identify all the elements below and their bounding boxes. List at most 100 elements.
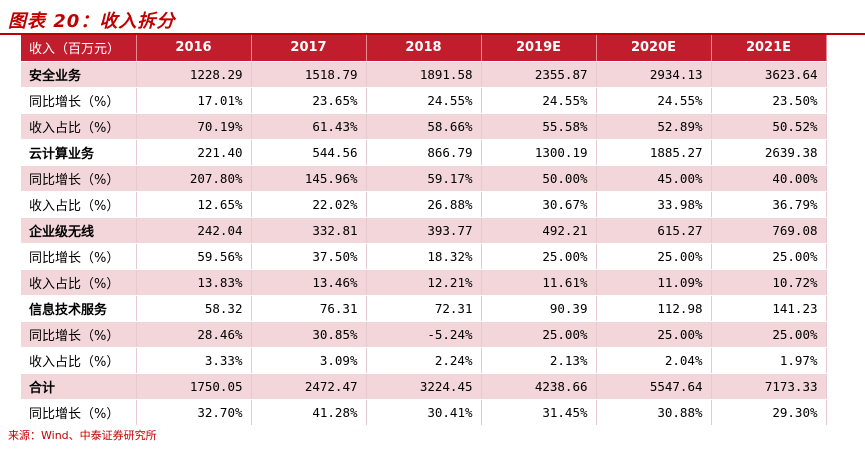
row-label: 企业级无线	[21, 217, 137, 244]
header-cell-year: 2017	[251, 35, 367, 62]
value-cell: 36.79%	[711, 191, 827, 218]
value-cell: 2934.13	[596, 61, 712, 88]
value-cell: 30.85%	[251, 321, 367, 348]
value-cell: 769.08	[711, 217, 827, 244]
row-label: 收入占比（%）	[21, 269, 137, 296]
value-cell: 2355.87	[481, 61, 597, 88]
value-cell: 58.66%	[366, 113, 482, 140]
value-cell: 2639.38	[711, 139, 827, 166]
table-row: 同比增长（%） 17.01% 23.65% 24.55% 24.55% 24.55% 23.…	[21, 87, 827, 114]
value-cell: 2.13%	[481, 347, 597, 374]
figure-header: 图表 20：收入拆分	[0, 0, 865, 36]
row-label: 同比增长（%）	[21, 321, 137, 348]
value-cell: 70.19%	[136, 113, 252, 140]
value-cell: 41.28%	[251, 399, 367, 426]
table-header-row: 收入（百万元） 2016 2017 2018 2019E 2020E 2021E	[21, 35, 827, 62]
header-cell-year: 2016	[136, 35, 252, 62]
row-label: 收入占比（%）	[21, 347, 137, 374]
table-row: 收入占比（%） 13.83% 13.46% 12.21% 11.61% 11.09% 10.…	[21, 269, 827, 296]
value-cell: 28.46%	[136, 321, 252, 348]
value-cell: 7173.33	[711, 373, 827, 400]
value-cell: 492.21	[481, 217, 597, 244]
value-cell: 12.65%	[136, 191, 252, 218]
value-cell: 25.00%	[481, 321, 597, 348]
value-cell: 145.96%	[251, 165, 367, 192]
value-cell: 1300.19	[481, 139, 597, 166]
value-cell: -5.24%	[366, 321, 482, 348]
value-cell: 61.43%	[251, 113, 367, 140]
row-label: 安全业务	[21, 61, 137, 88]
value-cell: 11.61%	[481, 269, 597, 296]
row-label: 云计算业务	[21, 139, 137, 166]
value-cell: 50.52%	[711, 113, 827, 140]
row-label: 同比增长（%）	[21, 87, 137, 114]
table-row: 收入占比（%） 12.65% 22.02% 26.88% 30.67% 33.98% 36.…	[21, 191, 827, 218]
value-cell: 1750.05	[136, 373, 252, 400]
header-cell-year: 2018	[366, 35, 482, 62]
table-row: 同比增长（%） 207.80% 145.96% 59.17% 50.00% 45.00% 4…	[21, 165, 827, 192]
value-cell: 4238.66	[481, 373, 597, 400]
value-cell: 13.83%	[136, 269, 252, 296]
header-cell-year: 2020E	[596, 35, 712, 62]
value-cell: 1891.58	[366, 61, 482, 88]
table-body: 安全业务 1228.29 1518.79 1891.58 2355.87 2934.13 3…	[21, 61, 827, 426]
value-cell: 2.04%	[596, 347, 712, 374]
value-cell: 32.70%	[136, 399, 252, 426]
value-cell: 332.81	[251, 217, 367, 244]
value-cell: 26.88%	[366, 191, 482, 218]
value-cell: 1518.79	[251, 61, 367, 88]
table-row: 企业级无线 242.04 332.81 393.77 492.21 615.27 769.0…	[21, 217, 827, 244]
value-cell: 3.09%	[251, 347, 367, 374]
table-row: 合计 1750.05 2472.47 3224.45 4238.66 5547.64 717…	[21, 373, 827, 400]
title-rule	[0, 33, 865, 35]
row-label: 同比增长（%）	[21, 243, 137, 270]
value-cell: 24.55%	[481, 87, 597, 114]
value-cell: 25.00%	[711, 321, 827, 348]
value-cell: 11.09%	[596, 269, 712, 296]
value-cell: 13.46%	[251, 269, 367, 296]
value-cell: 866.79	[366, 139, 482, 166]
value-cell: 1228.29	[136, 61, 252, 88]
row-label: 同比增长（%）	[21, 165, 137, 192]
value-cell: 76.31	[251, 295, 367, 322]
value-cell: 25.00%	[596, 243, 712, 270]
value-cell: 393.77	[366, 217, 482, 244]
header-cell-year: 2019E	[481, 35, 597, 62]
revenue-breakdown-table: 收入（百万元） 2016 2017 2018 2019E 2020E 2021E…	[21, 35, 827, 426]
value-cell: 10.72%	[711, 269, 827, 296]
value-cell: 25.00%	[596, 321, 712, 348]
value-cell: 1885.27	[596, 139, 712, 166]
table-row: 同比增长（%） 32.70% 41.28% 30.41% 31.45% 30.88% 29.…	[21, 399, 827, 426]
value-cell: 18.32%	[366, 243, 482, 270]
value-cell: 24.55%	[366, 87, 482, 114]
value-cell: 5547.64	[596, 373, 712, 400]
value-cell: 30.88%	[596, 399, 712, 426]
figure-title: 图表 20：收入拆分	[8, 11, 176, 32]
value-cell: 3623.64	[711, 61, 827, 88]
value-cell: 2.24%	[366, 347, 482, 374]
value-cell: 33.98%	[596, 191, 712, 218]
header-cell-label: 收入（百万元）	[21, 35, 137, 62]
value-cell: 112.98	[596, 295, 712, 322]
value-cell: 23.50%	[711, 87, 827, 114]
value-cell: 58.32	[136, 295, 252, 322]
table-row: 同比增长（%） 59.56% 37.50% 18.32% 25.00% 25.00% 25.…	[21, 243, 827, 270]
row-label: 收入占比（%）	[21, 191, 137, 218]
value-cell: 59.17%	[366, 165, 482, 192]
value-cell: 30.67%	[481, 191, 597, 218]
value-cell: 45.00%	[596, 165, 712, 192]
table-row: 信息技术服务 58.32 76.31 72.31 90.39 112.98 141.23	[21, 295, 827, 322]
value-cell: 22.02%	[251, 191, 367, 218]
value-cell: 3224.45	[366, 373, 482, 400]
value-cell: 207.80%	[136, 165, 252, 192]
value-cell: 40.00%	[711, 165, 827, 192]
table-row: 安全业务 1228.29 1518.79 1891.58 2355.87 2934.13 3…	[21, 61, 827, 88]
value-cell: 59.56%	[136, 243, 252, 270]
value-cell: 17.01%	[136, 87, 252, 114]
row-label: 合计	[21, 373, 137, 400]
value-cell: 3.33%	[136, 347, 252, 374]
value-cell: 221.40	[136, 139, 252, 166]
value-cell: 55.58%	[481, 113, 597, 140]
header-cell-year: 2021E	[711, 35, 827, 62]
value-cell: 29.30%	[711, 399, 827, 426]
